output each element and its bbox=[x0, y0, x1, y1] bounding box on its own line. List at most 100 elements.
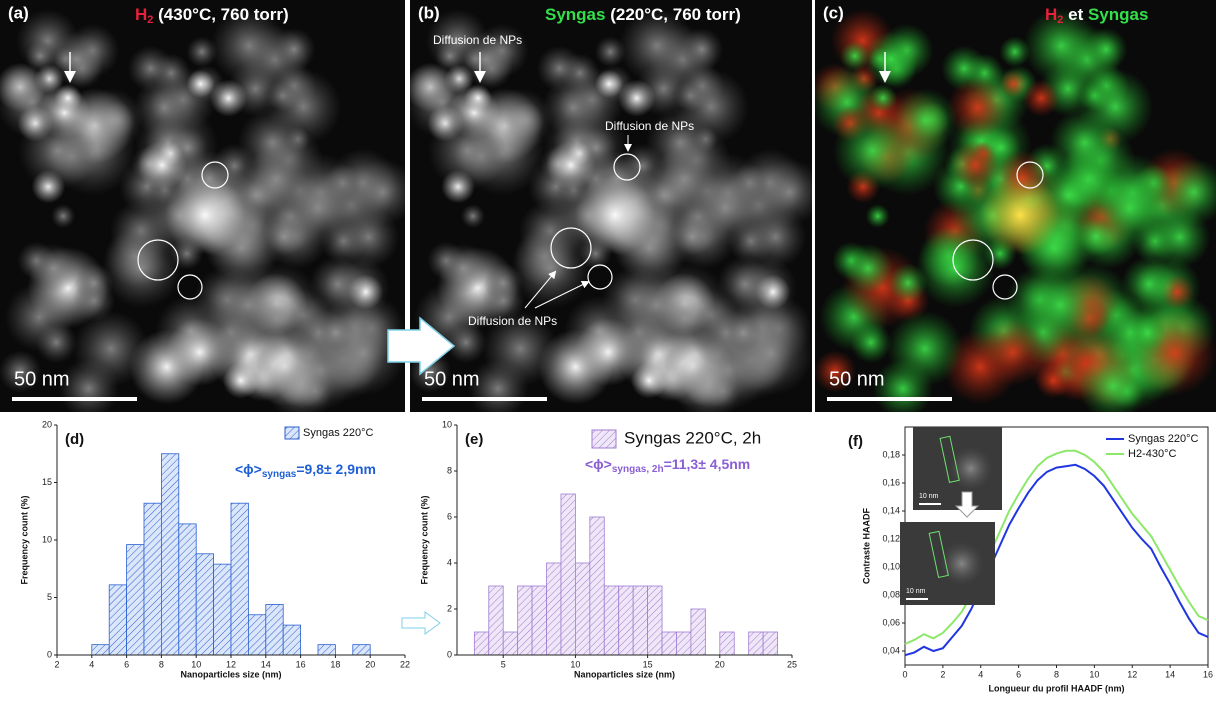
particle bbox=[458, 31, 514, 87]
line-series bbox=[904, 449, 1209, 645]
annotation: <ϕ>syngas, 2h=11,3± 4,5nm bbox=[585, 456, 750, 475]
particle bbox=[950, 140, 1001, 190]
particle bbox=[317, 314, 355, 352]
histogram-bar bbox=[690, 608, 706, 656]
particle bbox=[999, 36, 1031, 68]
flow-arrow bbox=[401, 611, 441, 635]
particle bbox=[1019, 264, 1101, 346]
particle bbox=[434, 40, 465, 71]
y-tick-label: 8 bbox=[447, 465, 452, 475]
panel-label: (a) bbox=[8, 3, 29, 22]
particle bbox=[1023, 7, 1100, 84]
histogram-bar bbox=[719, 631, 735, 656]
histogram-bar bbox=[560, 493, 576, 656]
particle bbox=[510, 228, 591, 309]
particle bbox=[438, 243, 489, 294]
image-title: H2 et Syngas bbox=[1045, 5, 1148, 25]
annotation: Diffusion de NPs bbox=[468, 314, 557, 328]
particle bbox=[464, 84, 492, 112]
particle bbox=[744, 206, 807, 269]
particle bbox=[1076, 217, 1116, 257]
particle bbox=[546, 140, 596, 190]
particle bbox=[815, 350, 857, 393]
y-tick-label: 0 bbox=[47, 649, 52, 659]
x-axis-label: Nanoparticles size (nm) bbox=[180, 669, 281, 679]
particle bbox=[618, 79, 656, 117]
particle bbox=[886, 310, 963, 387]
histogram-bar bbox=[178, 523, 197, 656]
particle bbox=[832, 111, 912, 191]
histogram-bar bbox=[143, 502, 162, 656]
title-part: (220°C, 760 torr) bbox=[605, 5, 740, 24]
x-tick-label: 5 bbox=[501, 659, 506, 669]
particle bbox=[915, 228, 996, 309]
title-part: (430°C, 760 torr) bbox=[153, 5, 288, 24]
particle bbox=[79, 88, 144, 153]
histogram-bar bbox=[160, 453, 180, 656]
histogram-bar bbox=[575, 562, 591, 656]
particle bbox=[165, 318, 234, 386]
particle bbox=[673, 68, 750, 145]
particle bbox=[264, 217, 304, 257]
annotation: Diffusion de NPs bbox=[605, 119, 694, 133]
panel-label: (f) bbox=[848, 433, 863, 450]
x-tick-label: 8 bbox=[159, 659, 164, 669]
particle bbox=[724, 314, 762, 352]
annotation-text: =9,8± 2,9nm bbox=[296, 461, 376, 477]
y-axis-label: Frequency count (%) bbox=[419, 495, 429, 584]
x-tick-label: 10 bbox=[1089, 669, 1099, 679]
inset-scale-label: 10 nm bbox=[919, 493, 939, 500]
arrow bbox=[534, 281, 590, 309]
annotation-subscript: syngas, 2h bbox=[612, 464, 664, 475]
particle bbox=[186, 36, 218, 68]
y-tick-label: 0,16 bbox=[882, 477, 900, 487]
panel-label: (c) bbox=[823, 3, 844, 22]
annotation: Diffusion de NPs bbox=[433, 33, 522, 47]
histogram-bar bbox=[647, 585, 663, 656]
x-tick-label: 14 bbox=[261, 659, 271, 669]
micrograph: (c) H2 et Syngas 50 nm bbox=[815, 0, 1216, 412]
histogram-bar bbox=[546, 562, 562, 656]
particle bbox=[137, 140, 187, 190]
inset-arrow bbox=[954, 491, 980, 518]
highlight-circle bbox=[1016, 161, 1044, 189]
particle bbox=[460, 204, 485, 229]
annotation: <ϕ>syngas=9,8± 2,9nm bbox=[235, 461, 376, 480]
x-tick-label: 16 bbox=[296, 659, 306, 669]
y-tick-label: 0,18 bbox=[882, 449, 900, 459]
highlight-circle bbox=[992, 274, 1018, 300]
particle bbox=[72, 310, 149, 387]
x-tick-label: 20 bbox=[365, 659, 375, 669]
particle bbox=[165, 175, 245, 255]
particle bbox=[869, 84, 897, 112]
histogram-bar bbox=[618, 585, 634, 656]
particle bbox=[209, 79, 248, 117]
particle bbox=[35, 321, 78, 364]
y-tick-label: 15 bbox=[42, 477, 52, 487]
histogram-bar bbox=[108, 584, 127, 656]
x-axis-label: Longueur du profil HAADF (nm) bbox=[989, 683, 1125, 693]
particle bbox=[542, 76, 604, 139]
particle bbox=[574, 318, 643, 386]
highlight-circle bbox=[613, 153, 641, 181]
inset-roi bbox=[928, 530, 949, 579]
y-tick-label: 0,10 bbox=[882, 561, 900, 571]
title-part: H bbox=[1045, 5, 1057, 24]
y-tick-label: 6 bbox=[447, 511, 452, 521]
y-tick-label: 0,08 bbox=[882, 589, 900, 599]
histogram-bar bbox=[603, 585, 620, 656]
image-title: H2 (430°C, 760 torr) bbox=[135, 5, 289, 25]
x-tick-label: 10 bbox=[191, 659, 201, 669]
histogram-bar bbox=[748, 631, 764, 656]
highlight-circle bbox=[201, 161, 229, 189]
histogram-bar bbox=[91, 644, 110, 656]
particle bbox=[0, 350, 42, 393]
legend-label: Syngas 220°C, 2h bbox=[624, 428, 761, 447]
arrow bbox=[524, 270, 557, 309]
inset-particle bbox=[939, 541, 984, 586]
x-tick-label: 0 bbox=[902, 669, 907, 679]
particle bbox=[999, 69, 1028, 99]
line-series bbox=[904, 463, 1209, 657]
x-tick-label: 6 bbox=[124, 659, 129, 669]
